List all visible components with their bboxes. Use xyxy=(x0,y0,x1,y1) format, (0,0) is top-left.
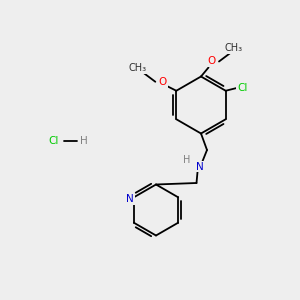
Text: CH₃: CH₃ xyxy=(225,43,243,53)
Text: H: H xyxy=(183,155,190,165)
Text: O: O xyxy=(207,56,216,67)
Text: Cl: Cl xyxy=(237,83,247,93)
Text: N: N xyxy=(196,161,203,172)
Text: O: O xyxy=(159,77,167,87)
Text: CH₃: CH₃ xyxy=(128,63,146,73)
Text: H: H xyxy=(80,136,87,146)
Text: N: N xyxy=(126,194,134,204)
Text: Cl: Cl xyxy=(49,136,59,146)
